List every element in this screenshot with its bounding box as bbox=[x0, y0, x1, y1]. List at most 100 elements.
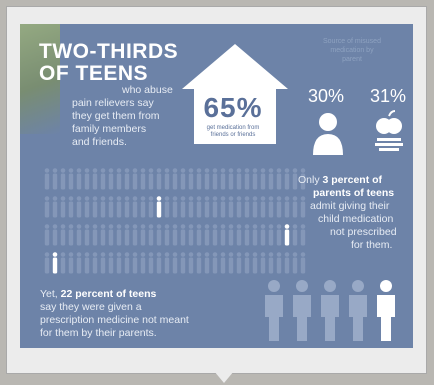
small-figure-icon bbox=[180, 224, 186, 246]
small-figure-icon bbox=[76, 252, 82, 274]
small-figure-icon bbox=[284, 196, 290, 218]
small-figure-icon bbox=[132, 168, 138, 190]
small-figure-icon bbox=[124, 168, 130, 190]
small-figure-icon bbox=[252, 168, 258, 190]
small-figure-icon bbox=[148, 252, 154, 274]
small-figure-icon bbox=[236, 196, 242, 218]
small-figure-icon bbox=[292, 168, 298, 190]
small-figure-icon bbox=[132, 252, 138, 274]
small-figure-icon bbox=[244, 252, 250, 274]
parents-stat-line-5: not prescribed bbox=[330, 226, 397, 238]
small-figure-icon bbox=[300, 168, 306, 190]
small-figure-icon bbox=[92, 196, 98, 218]
small-figure-icon bbox=[252, 252, 258, 274]
small-figure-icon bbox=[228, 196, 234, 218]
small-figure-icon bbox=[204, 252, 210, 274]
small-figure-icon bbox=[140, 196, 146, 218]
dad-percent: 30% bbox=[308, 86, 345, 106]
small-figure-icon bbox=[180, 252, 186, 274]
small-figure-icon bbox=[164, 168, 170, 190]
small-figure-icon bbox=[76, 224, 82, 246]
small-figure-icon bbox=[188, 168, 194, 190]
parents-stat-line-1-strong: 3 percent of bbox=[322, 174, 383, 186]
small-figure-icon bbox=[116, 224, 122, 246]
small-figure-icon bbox=[60, 252, 66, 274]
small-figure-icon bbox=[156, 224, 162, 246]
small-figure-icon bbox=[204, 224, 210, 246]
small-figure-icon bbox=[148, 224, 154, 246]
house-icon bbox=[182, 44, 288, 144]
small-figure-icon bbox=[108, 224, 114, 246]
small-figure-icon bbox=[284, 224, 290, 246]
small-figure-icon bbox=[116, 252, 122, 274]
small-figure-icon bbox=[52, 196, 58, 218]
small-figure-icon bbox=[292, 224, 298, 246]
small-figure-icon bbox=[284, 168, 290, 190]
teens-stat-line-1-pre: Yet, bbox=[40, 288, 61, 300]
father-figure-icon bbox=[313, 113, 343, 155]
small-figure-icon bbox=[188, 196, 194, 218]
small-figure-icon bbox=[52, 224, 58, 246]
mom-percent: 31% bbox=[370, 86, 407, 106]
small-figure-icon bbox=[76, 196, 82, 218]
small-figure-icon bbox=[292, 252, 298, 274]
small-figure-icon bbox=[68, 252, 74, 274]
parents-stat-line-4: child medication bbox=[318, 213, 394, 225]
teens-stat-line-1-strong: 22 percent of teens bbox=[60, 288, 157, 300]
small-figure-icon bbox=[92, 224, 98, 246]
small-figure-icon bbox=[60, 224, 66, 246]
small-figure-icon bbox=[44, 252, 50, 274]
small-figure-icon bbox=[220, 252, 226, 274]
small-figure-icon bbox=[116, 168, 122, 190]
small-figure-icon bbox=[204, 196, 210, 218]
small-figure-icon bbox=[164, 196, 170, 218]
small-figure-icon bbox=[76, 168, 82, 190]
small-figure-icon bbox=[164, 252, 170, 274]
small-figure-icon bbox=[244, 196, 250, 218]
callout-pointer bbox=[214, 371, 234, 383]
small-figure-icon bbox=[260, 196, 266, 218]
small-figure-icon bbox=[148, 168, 154, 190]
small-figure-icon bbox=[84, 224, 90, 246]
small-figure-icon bbox=[172, 252, 178, 274]
small-figure-icon bbox=[108, 196, 114, 218]
small-figure-icon bbox=[124, 196, 130, 218]
intro-line-1: who abuse bbox=[122, 84, 173, 96]
small-figure-icon bbox=[228, 168, 234, 190]
small-figure-icon bbox=[108, 252, 114, 274]
small-figure-icon bbox=[52, 168, 58, 190]
teen-figure-icon bbox=[265, 280, 283, 341]
source-header-line-3: parent bbox=[342, 56, 362, 63]
small-figure-icon bbox=[140, 224, 146, 246]
small-figure-icon bbox=[156, 168, 162, 190]
small-figure-icon bbox=[100, 196, 106, 218]
small-figure-icon bbox=[164, 224, 170, 246]
small-figure-icon bbox=[100, 252, 106, 274]
intro-line-5: and friends. bbox=[72, 136, 127, 148]
small-figure-icon bbox=[260, 252, 266, 274]
teen-figure-icon bbox=[293, 280, 311, 341]
small-figure-icon bbox=[52, 252, 58, 274]
small-figure-icon bbox=[220, 168, 226, 190]
teen-figure-icon bbox=[377, 280, 395, 341]
small-figure-icon bbox=[60, 196, 66, 218]
small-figure-icon bbox=[300, 196, 306, 218]
small-figure-icon bbox=[268, 224, 274, 246]
small-figure-icon bbox=[188, 224, 194, 246]
teen-figure-grid bbox=[44, 168, 306, 274]
parents-stat-line-6: for them. bbox=[351, 239, 393, 251]
small-figure-icon bbox=[188, 252, 194, 274]
source-header-line-1: Source of misused bbox=[323, 38, 381, 45]
teen-figure-icon bbox=[321, 280, 339, 341]
intro-line-2: pain relievers say bbox=[72, 97, 154, 109]
small-figure-icon bbox=[68, 224, 74, 246]
teens-stat-line-2: say they were given a bbox=[40, 301, 142, 313]
house-caption-line-2: friends or friends bbox=[210, 132, 256, 138]
small-figure-icon bbox=[292, 196, 298, 218]
small-figure-icon bbox=[212, 252, 218, 274]
small-figure-icon bbox=[276, 196, 282, 218]
small-figure-icon bbox=[228, 252, 234, 274]
intro-line-4: family members bbox=[72, 123, 147, 135]
small-figure-icon bbox=[44, 168, 50, 190]
house-caption-line-1: get medication from bbox=[206, 125, 260, 131]
